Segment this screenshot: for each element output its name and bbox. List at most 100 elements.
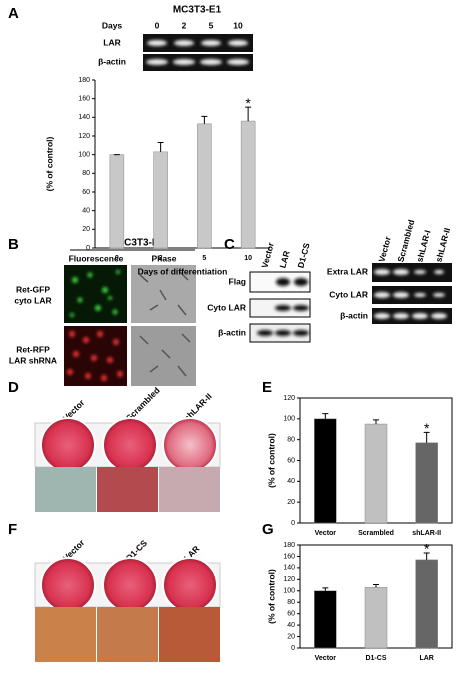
y-tick-label: 100: [283, 416, 295, 423]
y-tick-label: 60: [287, 457, 295, 464]
y-tick-label: 20: [287, 633, 295, 640]
y-tick-label: 160: [283, 553, 295, 560]
panel-f: Vector D1-CS LAR: [34, 537, 221, 662]
label: LAR shRNA: [9, 355, 57, 365]
panel-d: Vector Scrambled shLAR-II: [34, 385, 221, 512]
y-tick-label: 0: [291, 520, 295, 527]
y-tick-label: 140: [78, 114, 90, 121]
y-tick-label: 100: [283, 588, 295, 595]
panel-letter: D: [8, 379, 19, 396]
y-tick-label: 20: [287, 499, 295, 506]
label: β-actin: [340, 310, 368, 320]
y-axis-label: (% of control): [266, 433, 276, 488]
y-tick-label: 160: [78, 96, 90, 103]
y-tick-label: 140: [283, 565, 295, 572]
label: Fluorescence: [69, 253, 124, 263]
image: [159, 467, 220, 512]
y-tick-label: 120: [78, 133, 90, 140]
panel-letter: B: [8, 236, 19, 253]
label: Vector: [259, 241, 276, 269]
panel-letters: A B C D E F G: [8, 5, 274, 538]
panel-b: MC3T3-E1 Fluorescence Phase Ret-GFP cyto…: [9, 238, 196, 386]
error-bar: [201, 115, 208, 124]
y-tick-label: 0: [291, 645, 295, 652]
label: Vector: [376, 235, 393, 263]
label: Flag: [229, 276, 246, 286]
bar: [197, 123, 212, 249]
y-tick-label: 40: [82, 208, 90, 215]
label: D1-CS: [295, 242, 311, 270]
bar: [415, 442, 438, 524]
blot: [143, 54, 253, 71]
y-axis-label: (% of control): [44, 136, 54, 191]
x-tick-label: 0: [115, 255, 119, 262]
blot: [143, 34, 253, 52]
x-tick-label: 5: [202, 255, 206, 262]
y-axis-label: (% of control): [266, 569, 276, 624]
error-bar: [245, 106, 252, 122]
y-tick-label: 40: [287, 622, 295, 629]
x-tick-label: shLAR-II: [412, 530, 441, 537]
x-tick-label: LAR: [419, 655, 433, 662]
label: Ret-GFP: [16, 284, 50, 294]
y-tick-label: 60: [82, 189, 90, 196]
error-bar: [322, 587, 329, 591]
panel-c: Vector LAR D1-CS Flag Cyto LAR β-actin V…: [207, 219, 452, 343]
title: MC3T3-E1: [173, 5, 222, 16]
bar: [314, 590, 337, 649]
y-tick-label: 80: [287, 599, 295, 606]
label: Cyto LAR: [207, 302, 246, 312]
y-tick-label: 120: [283, 576, 295, 583]
blot: [372, 263, 452, 282]
label: Extra LAR: [327, 266, 368, 276]
image: [131, 326, 196, 386]
y-tick-label: 80: [82, 170, 90, 177]
label: LAR: [277, 250, 291, 269]
y-tick-label: 100: [78, 152, 90, 159]
image: [35, 607, 96, 662]
y-tick-label: 80: [287, 437, 295, 444]
significance: *: [424, 420, 430, 436]
label: shLAR-I: [414, 229, 432, 263]
error-bar: [423, 552, 430, 560]
label: 5: [209, 20, 214, 30]
blot: [372, 286, 452, 304]
image: [97, 607, 158, 662]
label: Scrambled: [395, 219, 416, 264]
error-bar: [423, 431, 430, 443]
significance: *: [245, 95, 251, 111]
label: β-actin: [98, 56, 126, 66]
x-tick-label: Vector: [315, 530, 337, 537]
bar: [314, 418, 337, 524]
label: Cyto LAR: [329, 289, 368, 299]
label: Phase: [151, 253, 176, 263]
label: LAR: [103, 37, 120, 47]
y-tick-label: 20: [82, 226, 90, 233]
y-tick-label: 120: [283, 395, 295, 402]
image: [159, 607, 220, 662]
charts: 0 20 40 60 80 100 120 140 160 180 0 2 5 10 * (% of cont…: [44, 77, 453, 662]
label: 2: [182, 20, 187, 30]
x-tick-label: Scrambled: [358, 530, 394, 537]
label: β-actin: [218, 327, 246, 337]
panel-a-blot: MC3T3-E1 Days 0 2 5 10 LAR β-actin: [98, 5, 253, 71]
x-tick-label: 2: [159, 255, 163, 262]
bar: [109, 154, 125, 249]
significance: *: [424, 541, 430, 557]
x-tick-label: D1-CS: [365, 655, 386, 662]
label: 0: [155, 20, 160, 30]
error-bar: [157, 142, 164, 152]
bar: [240, 120, 256, 249]
y-tick-label: 180: [283, 542, 295, 549]
y-tick-label: 0: [86, 245, 90, 252]
x-tick-label: 10: [244, 255, 252, 262]
panel-letter: C: [224, 236, 235, 253]
label: shLAR-II: [433, 227, 452, 263]
panel-letter: A: [8, 5, 19, 22]
label: 10: [233, 20, 243, 30]
error-bar: [373, 419, 379, 425]
bar: [415, 559, 438, 649]
y-tick-label: 180: [78, 77, 90, 84]
x-tick-label: Vector: [315, 655, 337, 662]
